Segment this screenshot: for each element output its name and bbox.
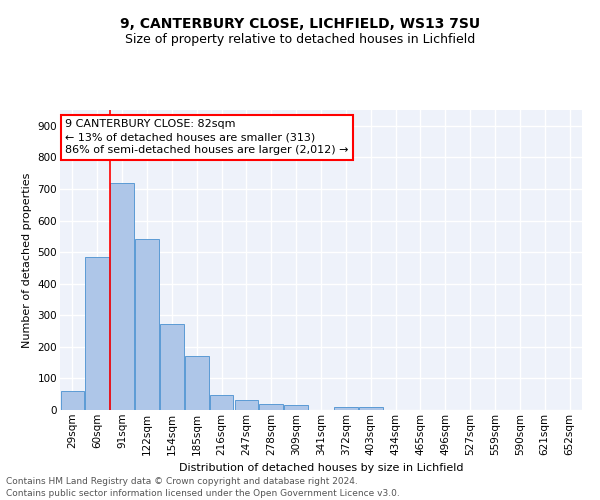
Text: 9 CANTERBURY CLOSE: 82sqm
← 13% of detached houses are smaller (313)
86% of semi: 9 CANTERBURY CLOSE: 82sqm ← 13% of detac…: [65, 119, 349, 156]
Bar: [284, 406, 308, 410]
Bar: [85, 257, 109, 410]
Text: Size of property relative to detached houses in Lichfield: Size of property relative to detached ho…: [125, 32, 475, 46]
Bar: [334, 408, 358, 410]
Bar: [160, 324, 184, 410]
Y-axis label: Number of detached properties: Number of detached properties: [22, 172, 32, 348]
Text: Contains HM Land Registry data © Crown copyright and database right 2024.
Contai: Contains HM Land Registry data © Crown c…: [6, 476, 400, 498]
Bar: [135, 238, 159, 410]
Bar: [259, 404, 283, 410]
Bar: [235, 400, 258, 410]
Bar: [359, 408, 383, 410]
Bar: [110, 184, 134, 410]
Bar: [185, 356, 209, 410]
Text: 9, CANTERBURY CLOSE, LICHFIELD, WS13 7SU: 9, CANTERBURY CLOSE, LICHFIELD, WS13 7SU: [120, 18, 480, 32]
Bar: [210, 396, 233, 410]
Bar: [61, 391, 84, 410]
X-axis label: Distribution of detached houses by size in Lichfield: Distribution of detached houses by size …: [179, 463, 463, 473]
